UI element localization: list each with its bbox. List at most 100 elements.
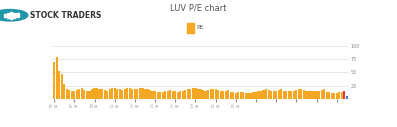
Bar [220, 91, 222, 99]
Bar [305, 91, 308, 99]
Bar [293, 91, 295, 99]
Bar [167, 91, 169, 99]
Bar [146, 89, 148, 99]
Bar [66, 89, 68, 99]
Bar [129, 88, 131, 99]
Text: LUV P/E chart: LUV P/E chart [170, 4, 227, 13]
Bar [237, 92, 239, 99]
Bar [290, 91, 293, 99]
Bar [320, 90, 323, 99]
Bar [318, 91, 320, 99]
Bar [288, 91, 290, 99]
Text: PE: PE [197, 25, 204, 30]
Bar [124, 89, 126, 99]
Bar [96, 88, 98, 99]
Bar [141, 88, 144, 99]
Bar [177, 92, 179, 99]
Bar [225, 91, 227, 99]
Bar [134, 89, 136, 99]
Bar [283, 91, 285, 99]
Bar [199, 89, 202, 99]
Bar [257, 91, 260, 99]
Bar [278, 90, 280, 99]
Bar [242, 92, 245, 99]
Bar [247, 93, 249, 99]
Bar [202, 90, 204, 99]
Bar [308, 91, 310, 99]
Bar [313, 91, 315, 99]
Bar [119, 89, 121, 99]
Bar [197, 89, 199, 99]
Bar [316, 91, 318, 99]
Bar [78, 89, 81, 99]
Bar [76, 90, 78, 99]
Bar [63, 84, 65, 99]
Bar [114, 88, 116, 99]
Bar [108, 89, 111, 99]
Bar [212, 89, 214, 99]
Bar [106, 91, 108, 99]
Bar [265, 89, 267, 99]
Bar [245, 93, 247, 99]
Bar [144, 89, 146, 99]
Bar [214, 89, 217, 99]
Bar [336, 93, 338, 99]
Bar [154, 91, 156, 99]
Bar [86, 91, 88, 99]
Bar [81, 88, 83, 99]
Bar [68, 90, 70, 99]
Bar [83, 90, 85, 99]
Bar [93, 88, 96, 99]
Bar [192, 88, 194, 99]
Bar [164, 91, 166, 99]
Bar [136, 89, 139, 99]
Bar [61, 74, 63, 99]
Bar [262, 90, 265, 99]
Bar [217, 90, 219, 99]
Bar [346, 96, 348, 99]
Bar [89, 91, 91, 99]
Bar [101, 89, 103, 99]
Bar [174, 91, 176, 99]
Bar [172, 91, 174, 99]
Bar [310, 91, 312, 99]
Bar [131, 89, 133, 99]
Bar [210, 89, 212, 99]
Bar [275, 91, 277, 99]
Bar [230, 92, 232, 99]
Bar [250, 93, 252, 99]
Bar [159, 92, 161, 99]
Bar [126, 88, 128, 99]
Bar [71, 91, 73, 99]
Bar [338, 92, 340, 99]
Bar [301, 89, 303, 99]
Bar [98, 89, 100, 99]
Bar [270, 91, 272, 99]
Bar [156, 92, 159, 99]
Bar [111, 88, 113, 99]
Bar [179, 91, 181, 99]
Bar [326, 92, 328, 99]
Bar [91, 89, 93, 99]
Bar [53, 62, 55, 99]
Bar [207, 90, 209, 99]
Bar [149, 90, 151, 99]
Bar [222, 91, 224, 99]
Bar [195, 88, 197, 99]
Bar [280, 89, 282, 99]
Bar [333, 93, 335, 99]
Bar [285, 91, 287, 99]
Bar [341, 92, 343, 99]
Bar [235, 93, 237, 99]
Bar [116, 89, 118, 99]
Bar [189, 89, 191, 99]
Bar [255, 92, 257, 99]
Bar [73, 91, 75, 99]
Bar [182, 91, 184, 99]
Bar [323, 89, 325, 99]
Bar [139, 88, 141, 99]
Bar [121, 90, 123, 99]
Bar [227, 90, 229, 99]
Bar [331, 93, 333, 99]
Bar [298, 89, 300, 99]
